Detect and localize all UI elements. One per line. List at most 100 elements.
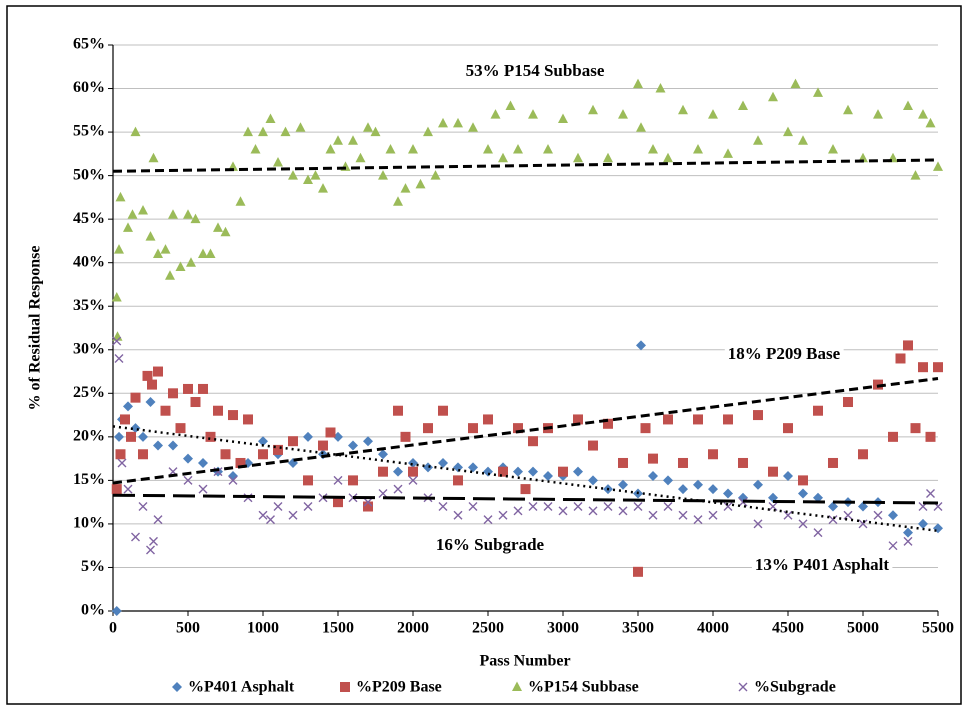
data-point [258, 126, 268, 137]
data-point [910, 170, 921, 180]
data-point [926, 488, 935, 498]
legend-label: %Subgrade [754, 679, 836, 696]
data-point [423, 126, 433, 137]
legend-marker [340, 682, 350, 692]
data-point [363, 497, 373, 507]
x-tick-label: 3500 [622, 620, 654, 637]
data-point [520, 484, 531, 495]
legend-label: %P401 Asphalt [188, 679, 295, 696]
x-tick-label: 3000 [547, 620, 579, 637]
data-point [925, 117, 936, 128]
annotation-bg [462, 59, 608, 81]
data-point [453, 462, 463, 473]
data-point [258, 449, 268, 460]
data-point [393, 196, 403, 206]
data-point [633, 78, 643, 89]
data-point [288, 436, 298, 447]
data-point [498, 152, 508, 163]
data-point [768, 466, 778, 477]
data-point [114, 431, 124, 442]
data-point [273, 502, 283, 512]
data-point [318, 183, 328, 193]
data-point [498, 466, 508, 477]
data-point [528, 109, 538, 119]
data-point [183, 209, 193, 219]
data-point [513, 506, 523, 516]
data-point [468, 462, 478, 473]
data-point [693, 479, 703, 490]
data-point [115, 449, 126, 460]
data-point [415, 178, 426, 189]
data-point [160, 244, 171, 254]
data-point [903, 527, 913, 538]
data-point [640, 423, 651, 434]
data-point [190, 397, 201, 408]
data-point [693, 143, 703, 154]
data-point [858, 501, 868, 512]
data-point [738, 457, 748, 468]
data-point [288, 510, 298, 520]
data-point [165, 270, 175, 280]
data-point [843, 510, 853, 520]
data-point [573, 414, 583, 425]
data-point [153, 248, 163, 258]
y-tick-label: 20% [73, 428, 105, 445]
data-point [168, 440, 178, 451]
data-point [183, 475, 193, 485]
data-point [430, 170, 441, 180]
y-tick-label: 40% [73, 253, 105, 270]
data-point [148, 152, 159, 163]
y-tick-label: 15% [73, 471, 105, 488]
data-point [198, 484, 208, 494]
data-point [190, 213, 201, 224]
data-point [588, 475, 598, 486]
data-point [708, 449, 718, 460]
data-point [378, 170, 388, 180]
data-point [873, 109, 883, 119]
data-point [618, 506, 628, 516]
data-point [543, 502, 553, 512]
data-point [633, 566, 643, 577]
data-point [528, 436, 538, 447]
data-point [723, 502, 733, 512]
x-tick-label: 4500 [772, 620, 804, 637]
data-point [828, 457, 838, 468]
data-point [753, 479, 763, 490]
x-tick-label: 500 [176, 620, 200, 637]
data-point [513, 423, 523, 434]
data-point [149, 536, 158, 546]
y-tick-label: 0% [81, 602, 105, 619]
data-point [114, 353, 124, 363]
data-point [333, 475, 343, 485]
data-point [266, 515, 275, 525]
data-point [603, 418, 613, 429]
annotation: 18% P209 Base [728, 344, 841, 363]
data-point [131, 532, 140, 542]
data-point [243, 414, 253, 425]
data-point [220, 226, 231, 237]
data-point [678, 457, 688, 468]
data-point [663, 475, 673, 486]
data-point [348, 475, 358, 486]
data-point [663, 152, 673, 163]
data-point [228, 475, 238, 485]
x-tick-label: 2500 [472, 620, 504, 637]
data-point [303, 431, 313, 442]
data-point [468, 122, 478, 132]
data-point [918, 362, 928, 373]
data-point [378, 466, 388, 477]
data-point [528, 466, 538, 477]
data-point [408, 475, 418, 485]
data-point [115, 191, 126, 202]
data-point [146, 545, 155, 555]
data-point [468, 423, 478, 434]
y-axis-title: % of Residual Response [27, 246, 44, 411]
y-tick-label: 5% [81, 558, 105, 575]
data-point [153, 515, 163, 525]
data-point [120, 414, 130, 425]
data-point [828, 501, 838, 512]
data-point [250, 143, 261, 154]
x-tick-label: 0 [109, 620, 117, 637]
data-point [543, 143, 553, 154]
data-point [123, 222, 133, 232]
